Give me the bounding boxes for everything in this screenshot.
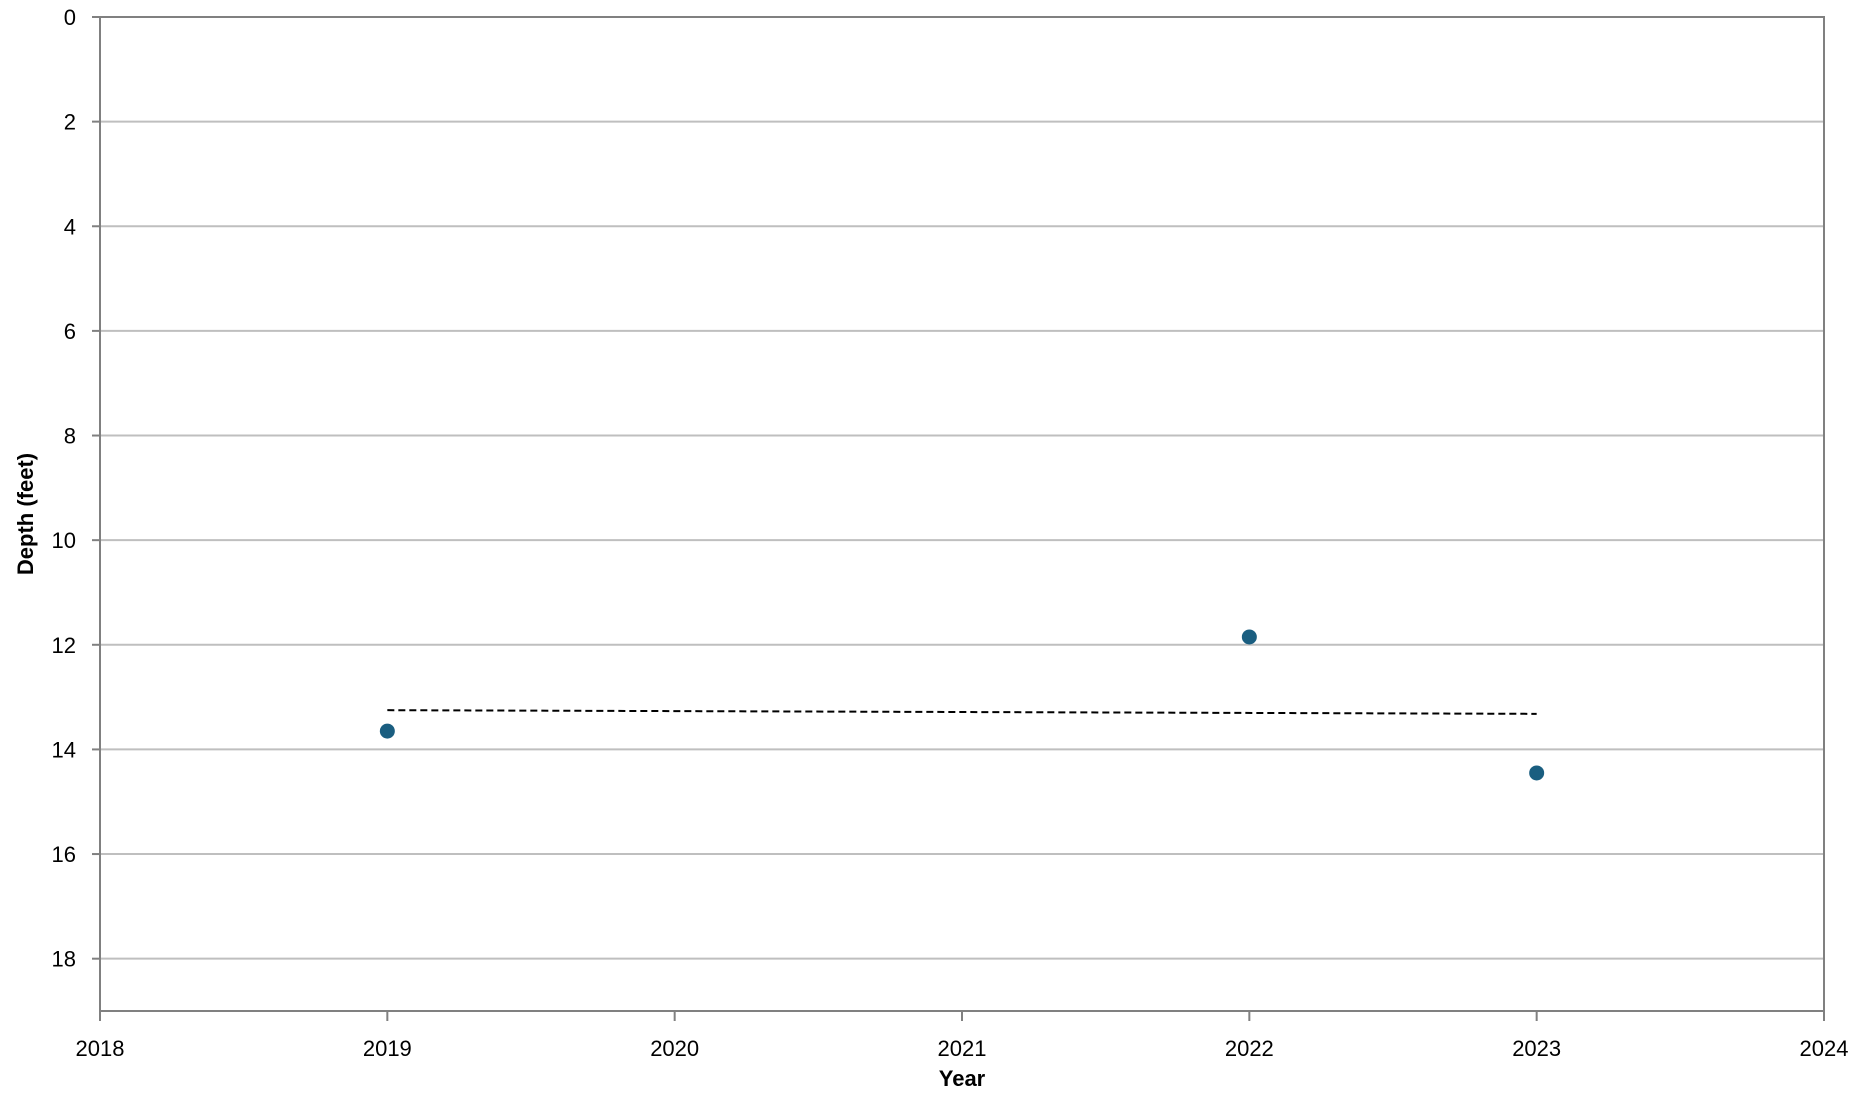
axis-ticks: 0 2 4 6 8 10 12 14 16 18 2018 2019 2020 2021 2022 2023 2… [52, 5, 1849, 1061]
x-tick-label: 2020 [650, 1036, 699, 1061]
y-tick-label: 16 [52, 842, 76, 867]
plot-area [99, 16, 1825, 1012]
x-tick-label: 2021 [938, 1036, 987, 1061]
x-tick-label: 2022 [1225, 1036, 1274, 1061]
x-tick-label: 2019 [363, 1036, 412, 1061]
trendline [387, 709, 1537, 715]
y-tick-label: 0 [64, 5, 76, 30]
y-axis-title: Depth (feet) [13, 453, 38, 575]
data-point [1241, 629, 1257, 645]
y-tick-label: 18 [52, 947, 76, 972]
y-tick-label: 12 [52, 633, 76, 658]
data-points [379, 629, 1545, 781]
data-point [1529, 765, 1545, 781]
trendline-group [387, 709, 1537, 715]
x-tick-label: 2024 [1800, 1036, 1849, 1061]
y-tick-label: 10 [52, 528, 76, 553]
y-tick-label: 4 [64, 214, 76, 239]
x-tick-label: 2023 [1512, 1036, 1561, 1061]
y-tick-label: 14 [52, 737, 76, 762]
x-axis-title: Year [939, 1066, 986, 1091]
y-tick-label: 8 [64, 424, 76, 449]
gridlines [100, 120, 1824, 960]
x-tick-label: 2018 [76, 1036, 125, 1061]
data-point [379, 723, 395, 739]
y-tick-label: 2 [64, 110, 76, 135]
y-tick-label: 6 [64, 319, 76, 344]
